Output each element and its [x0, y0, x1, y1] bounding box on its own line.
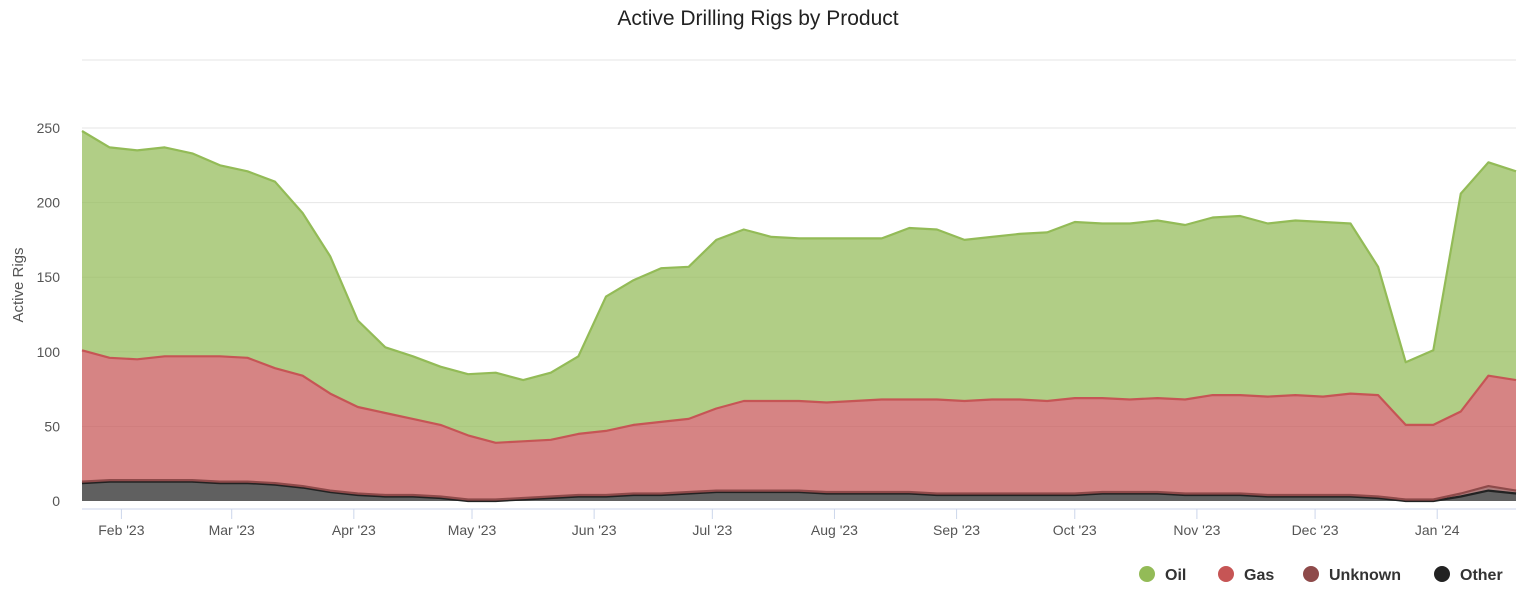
y-tick-label-50: 50	[44, 418, 60, 434]
other-area	[82, 481, 1516, 501]
x-tick-label-4: Jun '23	[572, 522, 617, 538]
x-tick-label-9: Nov '23	[1173, 522, 1220, 538]
gas-area	[82, 350, 1516, 500]
x-tick-label-6: Aug '23	[811, 522, 858, 538]
legend-marker-other	[1434, 566, 1450, 582]
y-axis: 0 50 100 150 200 250	[37, 120, 61, 509]
unknown-line	[81, 479, 1517, 501]
gas-line	[81, 349, 1517, 444]
x-axis: Feb '23 Mar '23 Apr '23 May '23 Jun '23 Jul '…	[98, 509, 1460, 538]
legend-item-unknown: Unknown	[1303, 566, 1401, 584]
y-tick-label-100: 100	[37, 344, 61, 360]
legend-label-oil: Oil	[1165, 567, 1186, 584]
y-tick-label-150: 150	[37, 269, 61, 285]
legend-item-other: Other	[1434, 566, 1503, 584]
x-tick-label-3: May '23	[448, 522, 497, 538]
y-tick-label-0: 0	[52, 493, 60, 509]
x-tick-label-7: Sep '23	[933, 522, 980, 538]
x-tick-label-1: Mar '23	[209, 522, 255, 538]
x-tick-label-11: Jan '24	[1415, 522, 1460, 538]
legend-marker-gas	[1218, 566, 1234, 582]
series-lines	[81, 130, 1517, 503]
legend-item-oil: Oil	[1139, 566, 1186, 584]
legend-label-unknown: Unknown	[1329, 567, 1401, 584]
x-tick-label-2: Apr '23	[332, 522, 376, 538]
series-areas	[82, 131, 1516, 501]
y-tick-label-200: 200	[37, 195, 61, 211]
legend-marker-oil	[1139, 566, 1155, 582]
legend-marker-unknown	[1303, 566, 1319, 582]
chart-title: Active Drilling Rigs by Product	[617, 7, 898, 30]
legend: Oil Gas Unknown Other	[1139, 566, 1503, 584]
y-tick-label-250: 250	[37, 120, 61, 136]
x-tick-label-8: Oct '23	[1053, 522, 1097, 538]
oil-area	[82, 131, 1516, 443]
oil-line	[81, 130, 1517, 382]
legend-label-gas: Gas	[1244, 567, 1274, 584]
x-tick-label-10: Dec '23	[1292, 522, 1339, 538]
legend-item-gas: Gas	[1218, 566, 1274, 584]
x-tick-label-5: Jul '23	[692, 522, 732, 538]
x-tick-label-0: Feb '23	[98, 522, 144, 538]
y-axis-title: Active Rigs	[10, 247, 27, 322]
other-line	[81, 480, 1517, 503]
legend-label-other: Other	[1460, 567, 1503, 584]
